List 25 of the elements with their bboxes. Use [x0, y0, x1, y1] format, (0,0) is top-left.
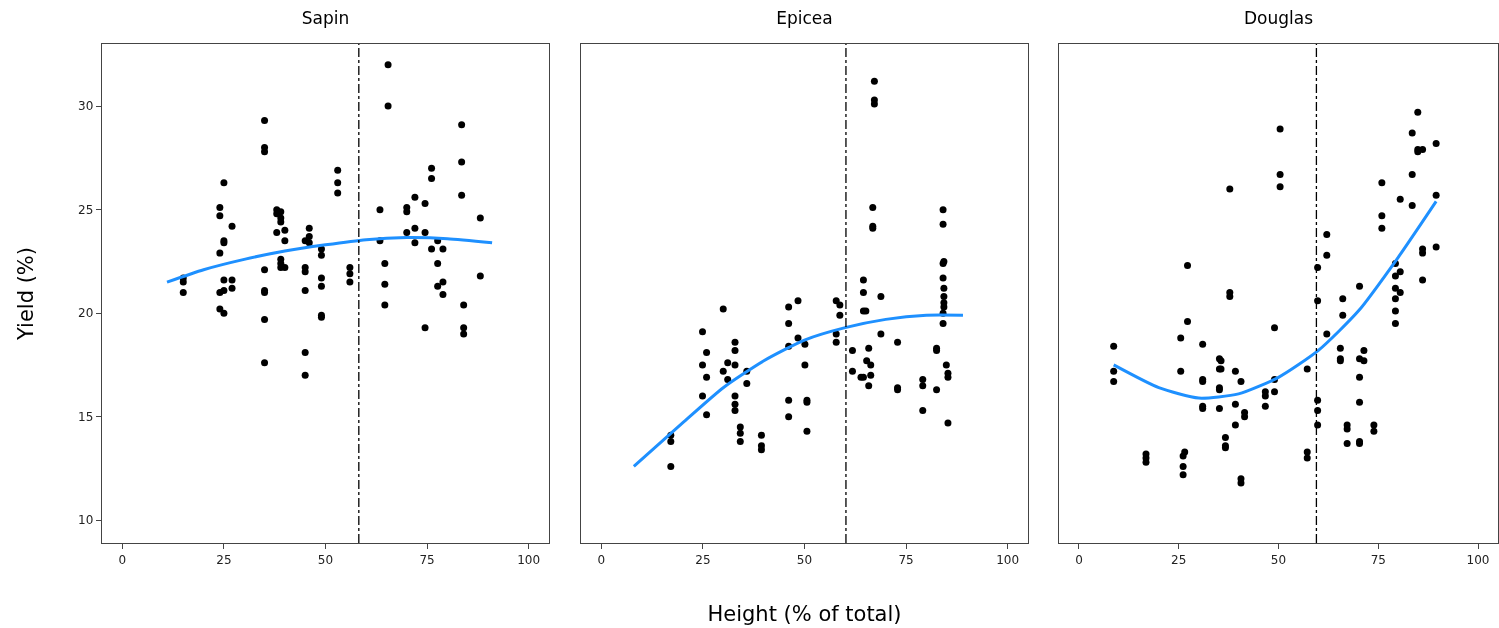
x-tick-label: 100	[996, 552, 1020, 567]
y-axis-title: Yield (%)	[14, 246, 39, 342]
x-tick-label: 25	[695, 552, 711, 567]
y-tick-label: 20	[78, 306, 94, 321]
x-tick-label: 75	[1370, 552, 1386, 567]
x-tick-label: 100	[517, 552, 541, 567]
x-tick-label: 0	[597, 552, 606, 567]
x-tick-label: 50	[317, 552, 334, 567]
x-tick-label: 50	[1270, 552, 1287, 567]
chart-title: Douglas	[1243, 7, 1314, 28]
chart-title: Sapin	[301, 7, 350, 28]
y-tick-label: 25	[78, 202, 94, 217]
x-tick-label: 75	[419, 552, 435, 567]
x-tick-label: 50	[796, 552, 813, 567]
x-tick-label: 25	[216, 552, 232, 567]
y-tick-label: 10	[78, 513, 94, 528]
x-tick-label: 100	[1466, 552, 1490, 567]
x-tick-label: 25	[1171, 552, 1187, 567]
y-tick-label: 30	[78, 99, 94, 114]
x-tick-label: 0	[1075, 552, 1083, 567]
y-tick-label: 15	[78, 409, 94, 424]
x-tick-label: 0	[118, 552, 127, 567]
chart-title: Epicea	[776, 7, 833, 28]
x-axis-title: Height (% of total)	[707, 601, 902, 626]
x-tick-label: 75	[898, 552, 914, 567]
